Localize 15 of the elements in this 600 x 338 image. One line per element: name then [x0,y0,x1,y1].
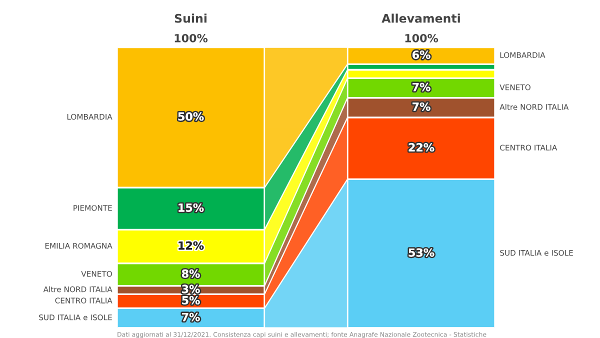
data-label: 15% [178,203,204,212]
x-tick-label: Suini [174,14,206,23]
data-label: 8% [182,269,200,278]
total-label: 100% [405,34,438,42]
data-label: 12% [178,241,204,250]
data-label: 50% [178,112,204,121]
data-label: 7% [412,102,430,111]
data-label: 7% [412,82,430,92]
data-label: 7% [182,312,200,322]
data-label: 5% [182,296,200,304]
data-label: 22% [408,143,434,152]
total-label: 100% [174,34,208,42]
x-tick-label: Allevamenti [382,14,460,23]
data-label: 53% [408,248,434,257]
data-label: 6% [412,50,430,59]
